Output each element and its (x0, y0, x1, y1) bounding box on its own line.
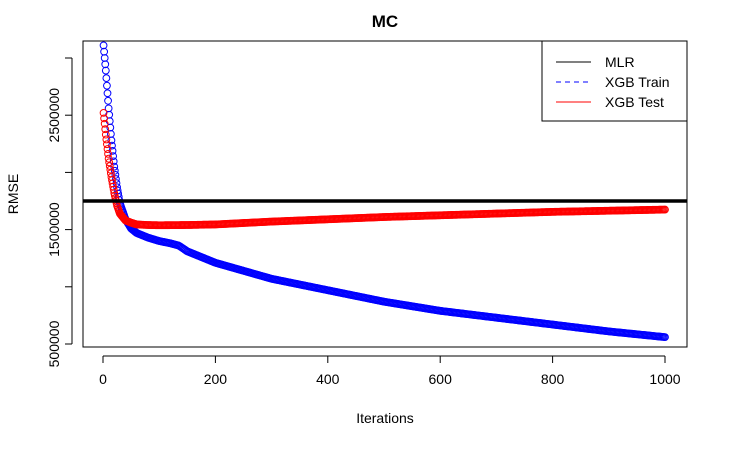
data-point (99, 41, 108, 50)
data-point (107, 136, 116, 145)
data-point (100, 119, 109, 128)
data-point (99, 109, 108, 117)
y-tick-label: 2500000 (46, 88, 62, 143)
data-point (104, 96, 112, 105)
data-point (101, 130, 110, 139)
data-point (101, 66, 110, 75)
x-tick-label: 200 (204, 371, 228, 387)
legend-label: XGB Train (605, 74, 670, 90)
x-axis-label: Iterations (356, 410, 414, 426)
plot-frame (82, 40, 688, 348)
data-point (109, 185, 118, 194)
y-tick-label: 500000 (46, 320, 62, 367)
data-point (103, 81, 111, 90)
data-point (104, 149, 112, 158)
x-tick-label: 800 (541, 371, 565, 387)
x-tick-label: 600 (429, 371, 453, 387)
y-tick-label: 1500000 (46, 202, 62, 257)
data-point (103, 145, 112, 153)
data-point (105, 158, 114, 167)
data-point (101, 60, 110, 69)
data-point (109, 152, 118, 161)
data-point (106, 165, 115, 174)
legend-label: XGB Test (605, 94, 664, 110)
y-axis-label: RMSE (5, 174, 21, 214)
legend: MLR XGB Train XGB Test (541, 40, 688, 122)
x-tick-label: 1000 (649, 371, 680, 387)
data-point (100, 54, 109, 62)
data-point (103, 140, 111, 149)
data-point (102, 74, 111, 83)
x-axis: 0 200 400 600 800 1000 (99, 355, 681, 387)
data-point (110, 166, 119, 175)
data-point (104, 154, 113, 163)
x-tick-label: 400 (316, 371, 340, 387)
chart-title: MC (372, 12, 398, 31)
data-point (102, 135, 111, 144)
points-layer (99, 41, 669, 342)
data-point (101, 125, 110, 134)
data-point (105, 162, 114, 170)
legend-label: MLR (605, 54, 635, 70)
series-xgb-test (99, 109, 669, 230)
data-point (100, 47, 109, 56)
y-axis: 500000 1500000 2500000 (46, 57, 73, 367)
x-tick-label: 0 (99, 371, 107, 387)
data-point (661, 205, 669, 214)
data-point (661, 333, 669, 342)
data-point (103, 89, 112, 98)
legend-box (541, 40, 688, 122)
data-point (100, 114, 109, 123)
